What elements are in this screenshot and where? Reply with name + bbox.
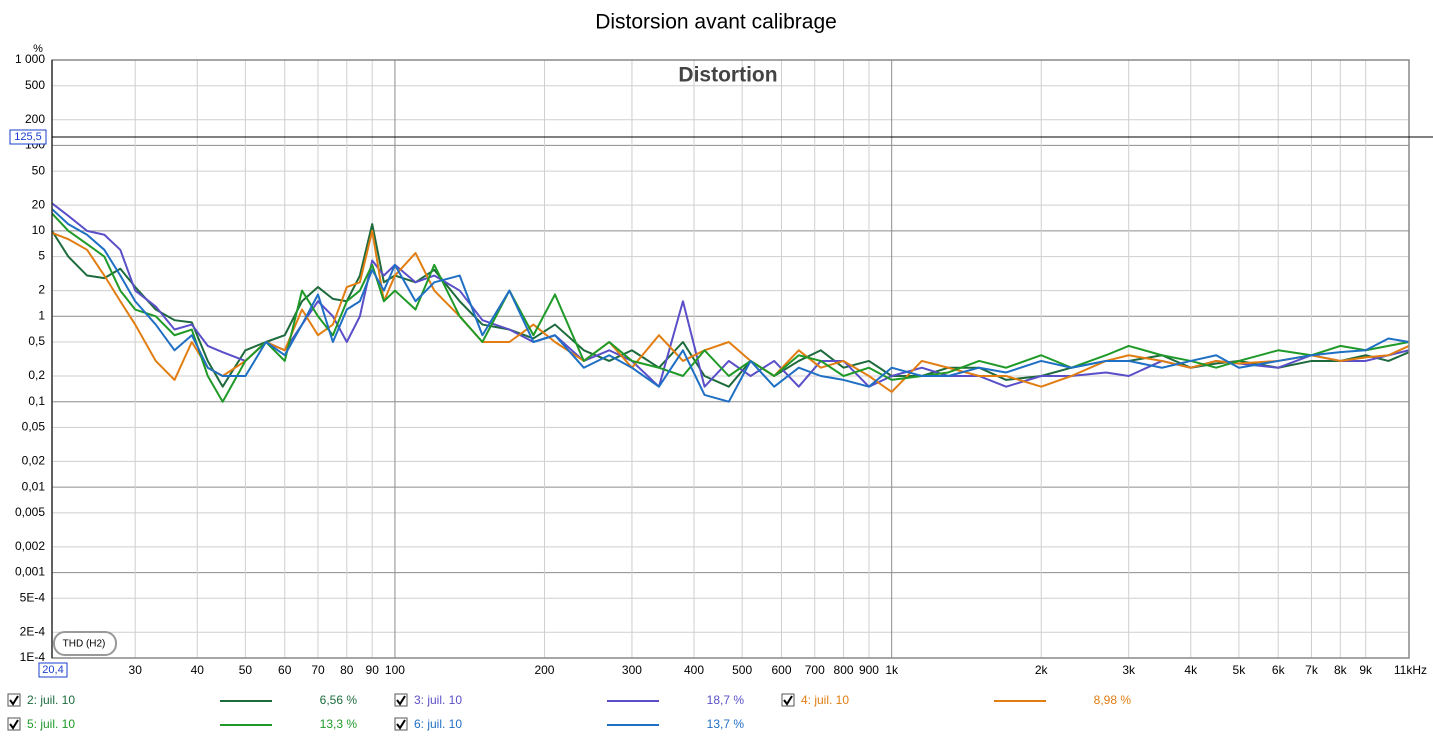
x-tick-label: 50 <box>239 663 253 677</box>
cursor-label-box <box>38 662 68 678</box>
y-tick-label: 0,5 <box>28 334 45 348</box>
legend-value: 13,3 % <box>320 717 358 731</box>
x-tick-label: 1k <box>885 663 899 677</box>
cursor-label: 125,5 <box>14 131 42 143</box>
y-tick-label: 20 <box>32 197 46 211</box>
series-line <box>51 212 1410 403</box>
cursor-label-box <box>9 129 47 145</box>
x-tick-label: 4k <box>1184 663 1198 677</box>
legend-label: 3: juil. 10 <box>414 693 462 707</box>
y-tick-label: 200 <box>25 112 45 126</box>
x-tick-label: 5k <box>1233 663 1247 677</box>
y-tick-label: 0,005 <box>15 505 45 519</box>
legend-label: 5: juil. 10 <box>27 717 75 731</box>
x-tick-label: 70 <box>311 663 325 677</box>
x-tick-label: 9k <box>1359 663 1373 677</box>
plot-subtitle: Distortion <box>678 64 777 87</box>
y-tick-label: 0,001 <box>15 565 45 579</box>
legend-label: 4: juil. 10 <box>801 693 849 707</box>
y-tick-label: 10 <box>32 223 46 237</box>
x-tick-label: 100 <box>385 663 405 677</box>
x-tick-label: 80 <box>340 663 354 677</box>
series-line <box>51 202 1410 388</box>
legend: 2: juil. 10 6,56 % 3: juil. 10 18,7 % 4: jui… <box>7 693 1132 731</box>
x-tick-label: 600 <box>771 663 791 677</box>
x-tick-label: 6k <box>1272 663 1286 677</box>
cursor-label: 20,4 <box>42 664 63 676</box>
annotation: THD (H2) <box>63 639 106 650</box>
x-tick-label: 40 <box>191 663 205 677</box>
x-tick-label: 3k <box>1122 663 1136 677</box>
annotation-box <box>53 631 117 656</box>
legend-value: 13,7 % <box>707 717 745 731</box>
y-tick-label: 5 <box>38 249 45 263</box>
legend-checkmark <box>9 695 19 706</box>
y-tick-label: 50 <box>32 163 46 177</box>
y-tick-label: 1 <box>38 308 45 322</box>
legend-checkmark <box>783 695 793 706</box>
legend-value: 6,56 % <box>320 693 358 707</box>
y-tick-label: 2 <box>38 283 45 297</box>
legend-checkmark <box>9 719 19 730</box>
legend-value: 18,7 % <box>707 693 745 707</box>
y-tick-label: 5E-4 <box>20 590 46 604</box>
x-tick-label: 30 <box>129 663 143 677</box>
x-tick-label: 8k <box>1334 663 1348 677</box>
y-tick-label: 0,1 <box>28 394 45 408</box>
x-tick-label: 400 <box>684 663 704 677</box>
x-tick-label: 500 <box>732 663 752 677</box>
y-unit: % <box>33 43 43 55</box>
y-tick-label: 2E-4 <box>20 624 46 638</box>
y-tick-label: 1E-4 <box>20 650 46 664</box>
legend-value: 8,98 % <box>1094 693 1132 707</box>
legend-checkmark <box>396 719 406 730</box>
grid <box>52 59 1410 659</box>
x-tick-label: 700 <box>805 663 825 677</box>
x-tick-label: 60 <box>278 663 292 677</box>
chart-title: Distorsion avant calibrage <box>595 11 837 34</box>
y-tick-label: 500 <box>25 78 45 92</box>
x-tick-label: 300 <box>622 663 642 677</box>
x-tick-label: 11kHz <box>1394 663 1427 677</box>
y-tick-label: 0,002 <box>15 539 45 553</box>
y-tick-label: 0,02 <box>22 454 46 468</box>
y-tick-label: 0,2 <box>28 368 45 382</box>
x-tick-label: 2k <box>1035 663 1049 677</box>
legend-checkmark <box>396 695 406 706</box>
plot-lines <box>51 202 1410 403</box>
x-tick-label: 900 <box>859 663 879 677</box>
x-tick-label: 800 <box>834 663 854 677</box>
series-line <box>51 208 1410 403</box>
y-tick-label: 0,05 <box>22 420 46 434</box>
x-tick-label: 90 <box>366 663 380 677</box>
legend-label: 2: juil. 10 <box>27 693 75 707</box>
y-tick-label: 0,01 <box>22 479 46 493</box>
y-tick-label: 1 000 <box>15 52 45 66</box>
x-tick-label: 200 <box>534 663 554 677</box>
legend-label: 6: juil. 10 <box>414 717 462 731</box>
x-tick-label: 7k <box>1305 663 1319 677</box>
